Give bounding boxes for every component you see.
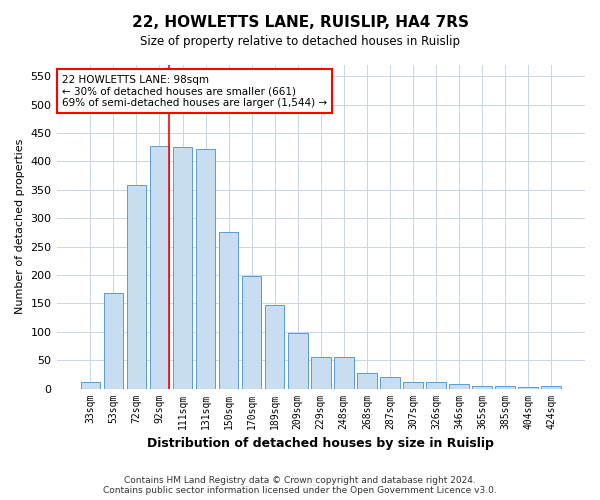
Text: Size of property relative to detached houses in Ruislip: Size of property relative to detached ho… xyxy=(140,35,460,48)
X-axis label: Distribution of detached houses by size in Ruislip: Distribution of detached houses by size … xyxy=(148,437,494,450)
Bar xyxy=(403,382,423,388)
Bar xyxy=(265,304,284,388)
Bar xyxy=(288,334,308,388)
Text: 22, HOWLETTS LANE, RUISLIP, HA4 7RS: 22, HOWLETTS LANE, RUISLIP, HA4 7RS xyxy=(131,15,469,30)
Bar xyxy=(127,186,146,388)
Bar xyxy=(357,373,377,388)
Bar xyxy=(311,358,331,388)
Bar xyxy=(541,386,561,388)
Bar xyxy=(496,386,515,388)
Bar xyxy=(242,276,262,388)
Text: 22 HOWLETTS LANE: 98sqm
← 30% of detached houses are smaller (661)
69% of semi-d: 22 HOWLETTS LANE: 98sqm ← 30% of detache… xyxy=(62,74,327,108)
Bar xyxy=(219,232,238,388)
Bar xyxy=(334,358,353,388)
Bar xyxy=(173,148,193,388)
Bar xyxy=(449,384,469,388)
Bar xyxy=(104,293,123,388)
Bar xyxy=(149,146,169,388)
Bar xyxy=(196,149,215,388)
Bar xyxy=(426,382,446,388)
Bar xyxy=(472,386,492,388)
Y-axis label: Number of detached properties: Number of detached properties xyxy=(15,139,25,314)
Bar xyxy=(80,382,100,388)
Text: Contains HM Land Registry data © Crown copyright and database right 2024.
Contai: Contains HM Land Registry data © Crown c… xyxy=(103,476,497,495)
Bar xyxy=(380,377,400,388)
